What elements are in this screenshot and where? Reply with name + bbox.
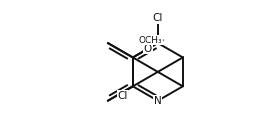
Text: Cl: Cl [117, 91, 128, 101]
Text: N: N [154, 96, 162, 106]
Text: O: O [144, 44, 152, 54]
Text: Cl: Cl [153, 14, 163, 23]
Text: OCH₃: OCH₃ [139, 36, 162, 45]
